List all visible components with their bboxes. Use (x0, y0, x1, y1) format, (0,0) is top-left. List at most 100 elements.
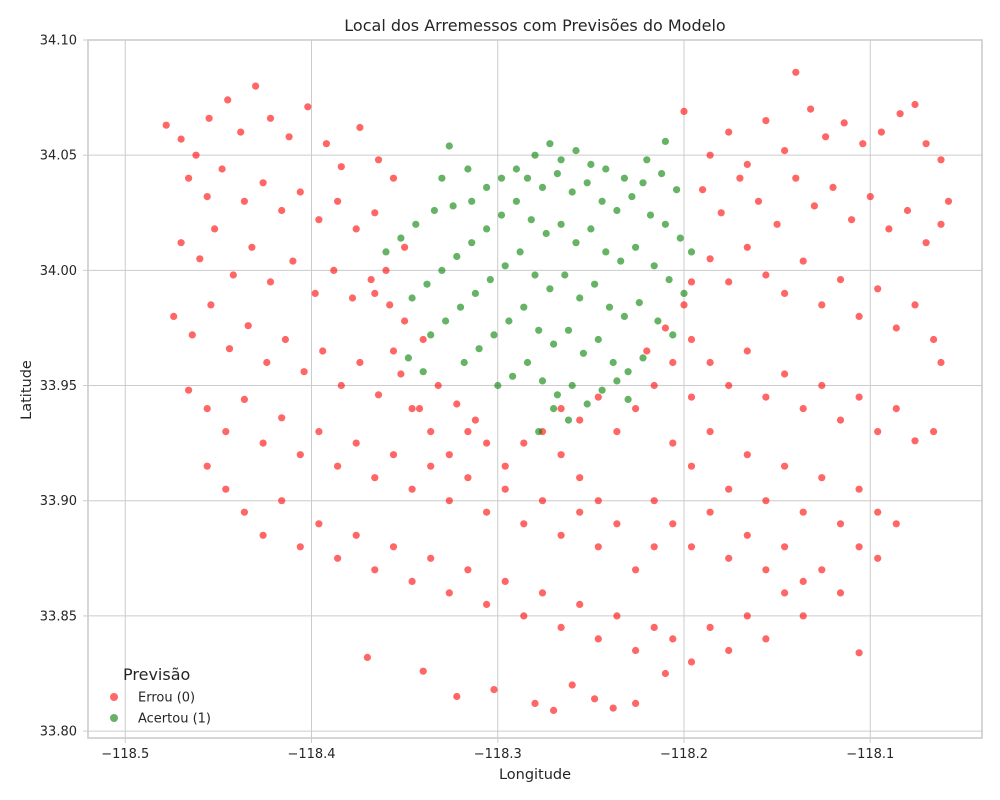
point-acertou (527, 216, 535, 224)
point-errou (348, 294, 357, 302)
point-errou (855, 485, 863, 493)
point-errou (334, 462, 342, 470)
point-acertou (542, 229, 550, 238)
point-errou (501, 462, 509, 470)
point-errou (922, 239, 930, 247)
point-acertou (605, 303, 614, 311)
point-acertou (438, 174, 446, 182)
point-acertou (564, 416, 573, 424)
point-errou (319, 347, 327, 355)
point-acertou (613, 206, 621, 215)
point-errou (613, 520, 621, 528)
point-errou (781, 589, 789, 597)
point-errou (687, 462, 696, 470)
point-errou (266, 114, 275, 122)
point-errou (632, 405, 640, 413)
point-errou (818, 566, 826, 574)
point-errou (687, 658, 696, 666)
point-acertou (423, 280, 431, 288)
point-errou (885, 225, 893, 233)
point-acertou (591, 280, 599, 288)
point-acertou (680, 289, 688, 297)
point-errou (792, 174, 800, 182)
point-errou (188, 331, 196, 339)
y-tick-label: 34.10 (40, 34, 77, 49)
point-acertou (546, 285, 554, 293)
point-errou (762, 117, 770, 125)
point-errou (229, 271, 237, 279)
point-errou (799, 577, 807, 586)
point-errou (471, 416, 479, 424)
y-axis-title: Latitude (19, 360, 35, 420)
point-acertou (427, 331, 435, 339)
y-tick-label: 34.00 (40, 264, 77, 279)
point-acertou (523, 358, 532, 367)
point-errou (818, 381, 826, 390)
point-acertou (494, 381, 502, 390)
point-errou (576, 416, 584, 424)
point-errou (781, 462, 789, 470)
point-errou (743, 612, 751, 620)
point-errou (464, 428, 472, 436)
point-errou (240, 395, 248, 403)
x-tick-label: −118.2 (660, 747, 708, 762)
point-acertou (557, 220, 565, 228)
point-errou (822, 133, 830, 141)
point-errou (706, 151, 714, 159)
point-acertou (531, 271, 539, 279)
point-acertou (624, 368, 632, 376)
point-errou (799, 257, 807, 265)
point-acertou (572, 147, 580, 155)
point-errou (557, 405, 565, 413)
point-acertou (438, 266, 446, 274)
point-errou (576, 474, 584, 482)
x-tick-label: −118.4 (287, 747, 335, 762)
point-errou (322, 140, 330, 148)
point-errou (680, 301, 688, 309)
point-errou (594, 635, 602, 643)
point-errou (725, 278, 733, 286)
point-errou (550, 706, 558, 715)
point-errou (937, 156, 945, 164)
point-errou (591, 695, 599, 703)
point-errou (911, 100, 919, 109)
point-errou (706, 358, 714, 367)
point-acertou (564, 326, 573, 334)
point-errou (501, 485, 509, 493)
point-acertou (598, 197, 606, 205)
point-errou (419, 667, 427, 675)
point-errou (389, 543, 398, 551)
point-errou (196, 255, 204, 263)
point-errou (613, 428, 621, 436)
point-acertou (419, 368, 427, 376)
point-errou (632, 699, 640, 708)
point-errou (911, 301, 919, 309)
point-errou (464, 474, 472, 482)
point-errou (240, 508, 248, 516)
point-errou (367, 276, 375, 284)
point-errou (892, 405, 900, 413)
point-errou (281, 335, 289, 344)
point-errou (352, 531, 360, 539)
point-acertou (501, 262, 509, 270)
point-errou (445, 589, 453, 597)
point-errou (762, 271, 770, 279)
point-errou (874, 554, 882, 562)
point-errou (315, 216, 323, 224)
point-errou (311, 289, 319, 297)
point-errou (922, 140, 930, 148)
point-acertou (546, 140, 554, 148)
point-errou (203, 462, 211, 470)
point-acertou (483, 183, 491, 191)
point-errou (401, 243, 409, 251)
point-errou (408, 577, 416, 586)
point-errou (859, 140, 867, 148)
point-errou (483, 600, 491, 609)
point-errou (389, 174, 398, 182)
point-errou (930, 428, 938, 436)
point-errou (177, 239, 185, 247)
point-errou (315, 428, 323, 436)
y-tick-label: 34.05 (40, 149, 77, 164)
point-errou (237, 128, 245, 136)
point-errou (743, 347, 751, 355)
